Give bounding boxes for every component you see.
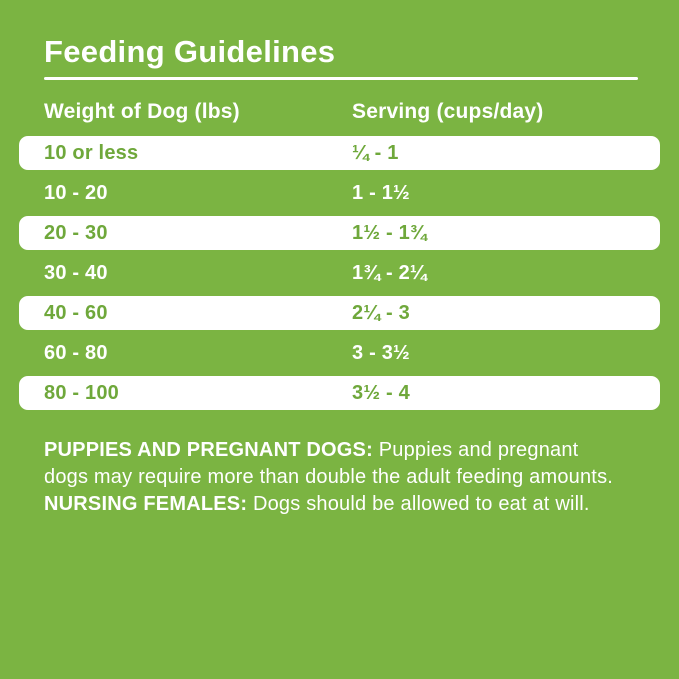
weight-cell: 20 - 30 bbox=[44, 222, 108, 244]
row-highlight-pill bbox=[19, 376, 660, 410]
serving-cell: ¼ - 1 bbox=[352, 142, 399, 164]
weight-cell: 10 or less bbox=[44, 142, 139, 164]
feeding-note: PUPPIES AND PREGNANT DOGS: Puppies and p… bbox=[44, 437, 616, 518]
table-row: 80 - 100 3½ - 4 bbox=[0, 373, 679, 413]
weight-cell: 30 - 40 bbox=[44, 262, 108, 284]
weight-cell: 60 - 80 bbox=[44, 342, 108, 364]
row-highlight-pill bbox=[19, 296, 660, 330]
weight-cell: 80 - 100 bbox=[44, 382, 119, 404]
serving-cell: 3 - 3½ bbox=[352, 342, 410, 364]
serving-cell: 2¼ - 3 bbox=[352, 302, 410, 324]
table-row: 20 - 30 1½ - 1¾ bbox=[0, 213, 679, 253]
table-row: 40 - 60 2¼ - 3 bbox=[0, 293, 679, 333]
row-highlight-pill bbox=[19, 136, 660, 170]
weight-cell: 10 - 20 bbox=[44, 182, 108, 204]
table-row: 60 - 80 3 - 3½ bbox=[0, 333, 679, 373]
serving-cell: 3½ - 4 bbox=[352, 382, 410, 404]
note-bold-segment: NURSING FEMALES: bbox=[44, 493, 253, 515]
table-row: 10 - 20 1 - 1½ bbox=[0, 173, 679, 213]
serving-cell: 1½ - 1¾ bbox=[352, 222, 427, 244]
note-text-segment: Dogs should be allowed to eat at will. bbox=[252, 493, 590, 515]
serving-cell: 1¾ - 2¼ bbox=[352, 262, 427, 284]
title-underline-rule bbox=[44, 77, 638, 80]
table-row: 10 or less ¼ - 1 bbox=[0, 133, 679, 173]
table-header-row: Weight of Dog (lbs) Serving (cups/day) bbox=[0, 100, 679, 126]
note-bold-segment: PUPPIES AND PREGNANT DOGS: bbox=[44, 439, 379, 461]
page-title: Feeding Guidelines bbox=[44, 34, 336, 69]
serving-cell: 1 - 1½ bbox=[352, 182, 410, 204]
feeding-guidelines-table: 10 or less ¼ - 1 10 - 20 1 - 1½ 20 - 30 … bbox=[0, 133, 679, 413]
note-text-segment: Puppies and pregnant dogs may require mo… bbox=[44, 439, 614, 488]
weight-cell: 40 - 60 bbox=[44, 302, 108, 324]
table-row: 30 - 40 1¾ - 2¼ bbox=[0, 253, 679, 293]
row-highlight-pill bbox=[19, 216, 660, 250]
weight-column-header: Weight of Dog (lbs) bbox=[44, 100, 240, 123]
serving-column-header: Serving (cups/day) bbox=[352, 100, 544, 123]
